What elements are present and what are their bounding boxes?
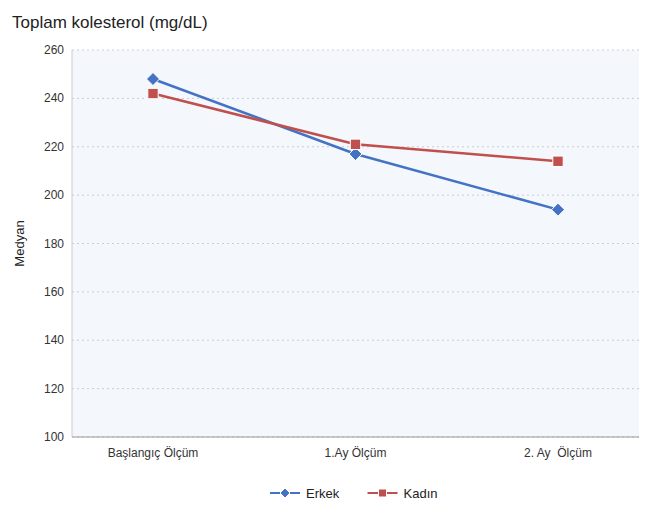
y-tick-label: 160 xyxy=(44,285,64,299)
x-tick-label: 2. Ay Ölçüm xyxy=(524,446,592,460)
legend: Erkek Kadın xyxy=(270,486,437,501)
y-tick-label: 240 xyxy=(44,91,64,105)
grid-line xyxy=(72,50,639,51)
y-tick-label: 120 xyxy=(44,382,64,396)
data-group xyxy=(147,73,565,217)
y-tick-label: 140 xyxy=(44,333,64,347)
grid-line xyxy=(72,340,639,341)
y-axis-line xyxy=(72,50,73,437)
y-axis-label: Medyan xyxy=(12,220,27,266)
y-tick-label: 260 xyxy=(44,43,64,57)
series-line xyxy=(153,94,558,162)
grid-line xyxy=(72,195,639,196)
grid-line xyxy=(72,388,639,389)
x-axis-line xyxy=(72,437,639,438)
grid-line xyxy=(72,243,639,244)
y-tick-label: 180 xyxy=(44,237,64,251)
title: Toplam kolesterol (mg/dL) xyxy=(12,13,208,32)
y-tick-label: 100 xyxy=(44,430,64,444)
x-tick-label: Başlangıç Ölçüm xyxy=(108,446,199,460)
data-point xyxy=(553,156,563,166)
series-line xyxy=(153,79,558,210)
grid-line xyxy=(72,437,639,438)
y-tick-label: 200 xyxy=(44,188,64,202)
grid-line xyxy=(72,291,639,292)
legend-marker xyxy=(379,489,387,497)
data-point xyxy=(350,139,360,149)
plot-area xyxy=(72,50,639,437)
legend-label: Erkek xyxy=(306,486,340,501)
data-point xyxy=(147,73,160,86)
y-tick-label: 220 xyxy=(44,140,64,154)
data-point xyxy=(552,203,565,216)
data-point xyxy=(148,88,158,98)
legend-label: Kadın xyxy=(404,486,438,501)
chart: Toplam kolesterol (mg/dL) 100 120 140 160 180… xyxy=(0,0,661,529)
x-tick-label: 1.Ay Ölçüm xyxy=(325,446,387,460)
legend-marker xyxy=(280,488,290,498)
